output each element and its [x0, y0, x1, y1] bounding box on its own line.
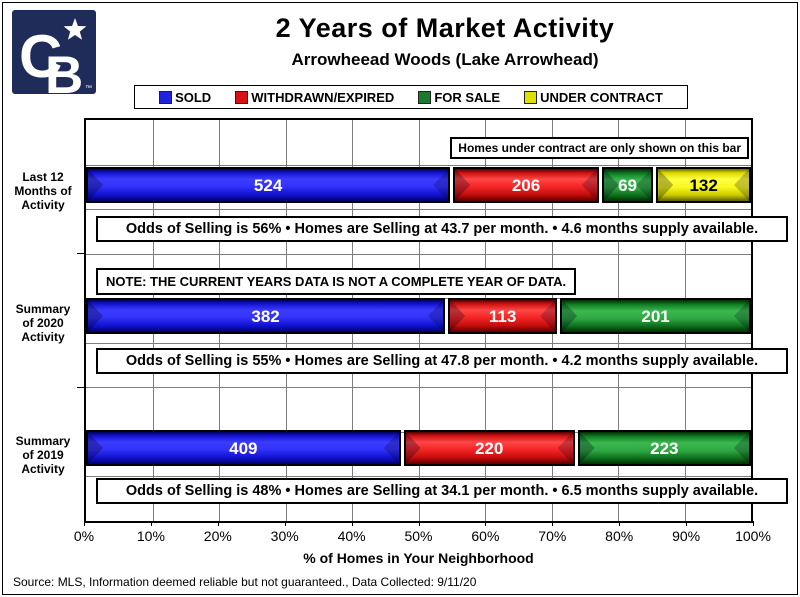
svg-text:B: B: [45, 46, 83, 94]
category-label-last-12-months: Last 12 Months of Activity: [14, 170, 72, 212]
segment-value: 220: [474, 438, 504, 458]
bar-2019: 409 220 223: [86, 430, 751, 466]
gridline: [86, 209, 751, 211]
x-tick: [150, 521, 152, 526]
legend-label: FOR SALE: [434, 89, 501, 105]
category-label-2020: Summary of 2020 Activity: [15, 302, 71, 344]
bar-last-12-months: 524 206 69 132: [86, 167, 751, 203]
header: 2 Years of Market Activity Arrowheead Wo…: [103, 13, 787, 70]
x-tick: [485, 521, 487, 526]
y-axis-tick: [77, 387, 84, 388]
segment-value: 409: [229, 438, 258, 458]
segment-withdrawn-expired: 206: [453, 167, 599, 203]
segment-value: 524: [253, 175, 283, 195]
segment-value: 201: [641, 306, 670, 326]
page-title: 2 Years of Market Activity: [275, 13, 615, 43]
legend-item-under-contract: UNDER CONTRACT: [524, 90, 663, 105]
x-tick-label: 100%: [735, 528, 771, 544]
segment-withdrawn-expired: 113: [448, 298, 558, 334]
coldwell-banker-logo: C B ™: [12, 10, 96, 94]
x-tick-label: 10%: [136, 528, 165, 544]
segment-value: 382: [251, 306, 280, 326]
chart-legend: SOLD WITHDRAWN/EXPIRED FOR SALE UNDER CO…: [134, 85, 688, 109]
x-tick-label: 30%: [270, 528, 299, 544]
segment-withdrawn-expired: 220: [403, 430, 575, 466]
segment-value: 113: [488, 306, 517, 326]
x-axis-labels: 0% 10% 20% 30% 40% 50% 60% 70% 80% 90% 1…: [74, 528, 771, 544]
segment-for-sale: 201: [560, 298, 751, 334]
x-tick: [552, 521, 554, 526]
segment-under-contract: 132: [656, 167, 751, 203]
legend-label: UNDER CONTRACT: [540, 89, 663, 105]
x-tick: [686, 521, 688, 526]
odds-note-last-12-months: Odds of Selling is 56% • Homes are Selli…: [96, 216, 788, 242]
segment-sold: 524: [86, 167, 451, 203]
segment-value: 223: [650, 438, 679, 458]
x-tick: [753, 521, 754, 526]
legend-label: WITHDRAWN/EXPIRED: [251, 89, 395, 105]
for-sale-swatch-icon: [418, 90, 432, 104]
x-tick: [84, 521, 85, 526]
segment-value: 206: [511, 175, 541, 195]
x-tick-label: 90%: [672, 528, 701, 544]
under-contract-callout: Homes under contract are only shown on t…: [450, 137, 749, 159]
odds-note-2020: Odds of Selling is 55% • Homes are Selli…: [96, 348, 788, 374]
sold-swatch-icon: [159, 90, 173, 104]
withdrawn-swatch-icon: [235, 90, 249, 104]
category-label-2019: Summary of 2019 Activity: [15, 434, 71, 476]
x-tick: [619, 521, 621, 526]
segment-value: 69: [618, 175, 637, 195]
segment-for-sale: 223: [577, 430, 751, 466]
gridline: [86, 476, 751, 478]
x-axis-title: % of Homes in Your Neighborhood: [303, 550, 534, 566]
segment-sold: 409: [86, 430, 401, 466]
under-contract-swatch-icon: [524, 90, 538, 104]
trademark-mark: ™: [85, 85, 92, 92]
page-subtitle: Arrowheead Woods (Lake Arrowhead): [291, 50, 599, 69]
legend-label: SOLD: [175, 89, 212, 105]
x-tick-label: 50%: [404, 528, 433, 544]
legend-item-withdrawn-expired: WITHDRAWN/EXPIRED: [235, 90, 394, 105]
x-tick-label: 60%: [471, 528, 500, 544]
legend-item-sold: SOLD: [159, 90, 211, 105]
legend-item-for-sale: FOR SALE: [418, 90, 500, 105]
x-tick-label: 70%: [538, 528, 567, 544]
star-icon: [63, 18, 87, 40]
svg-text:C: C: [19, 23, 62, 90]
segment-for-sale: 69: [601, 167, 654, 203]
segment-sold: 382: [86, 298, 446, 334]
gridline: [86, 253, 751, 255]
gridline: [86, 342, 751, 344]
x-tick-label: 20%: [203, 528, 232, 544]
segment-value: 132: [689, 175, 718, 195]
x-axis-ticks: [84, 521, 754, 527]
gridline: [86, 387, 751, 389]
source-footnote: Source: MLS, Information deemed reliable…: [13, 575, 477, 589]
bar-2020: 382 113 201: [86, 298, 751, 334]
x-tick-label: 40%: [337, 528, 366, 544]
y-axis-tick: [77, 253, 84, 254]
x-tick: [418, 521, 420, 526]
x-tick: [351, 521, 353, 526]
incomplete-year-note: NOTE: THE CURRENT YEARS DATA IS NOT A CO…: [96, 268, 577, 295]
odds-note-2019: Odds of Selling is 48% • Homes are Selli…: [96, 478, 788, 504]
x-tick: [217, 521, 219, 526]
plot-area: Homes under contract are only shown on t…: [84, 118, 788, 523]
gridline: [86, 164, 751, 166]
x-tick-label: 0%: [73, 528, 95, 544]
x-tick: [284, 521, 286, 526]
x-tick-label: 80%: [605, 528, 634, 544]
